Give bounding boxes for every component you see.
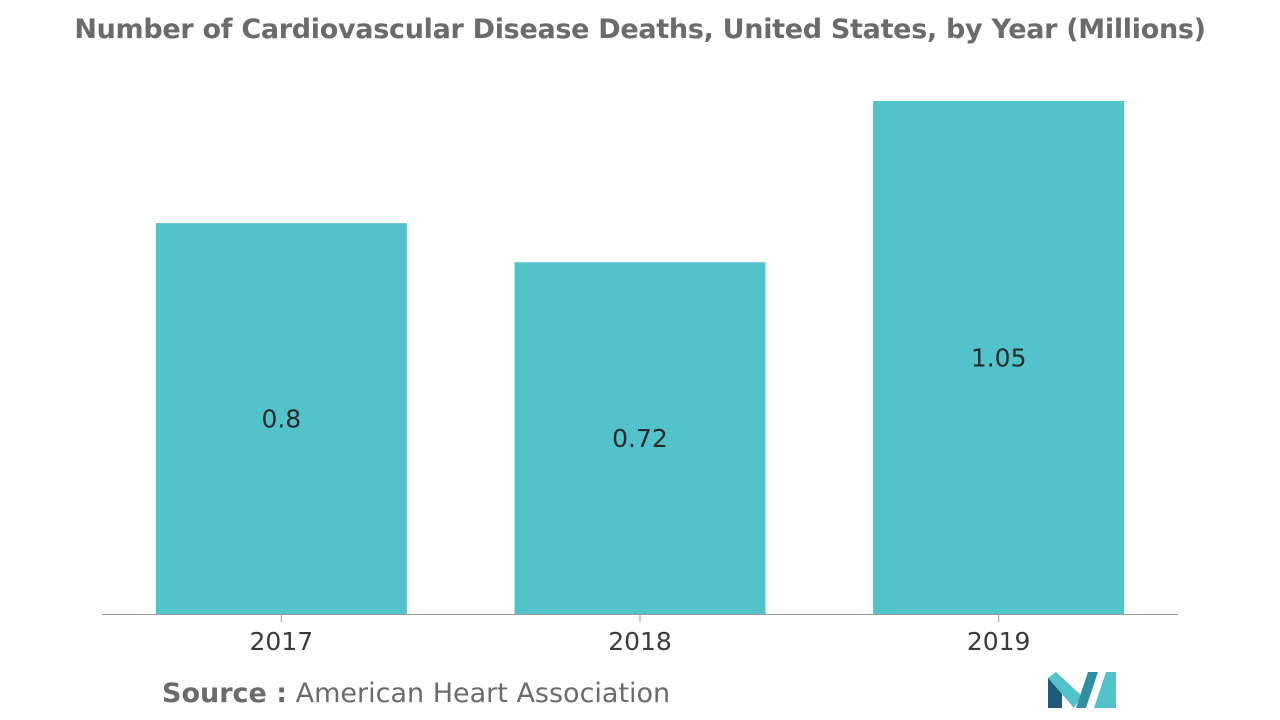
data-label-2019: 1.05 <box>971 344 1027 373</box>
bar-chart: 0.8 0.72 1.05 2017 2018 2019 <box>102 101 1178 656</box>
x-tick-label-2017: 2017 <box>250 627 314 656</box>
x-tick-label-2018: 2018 <box>608 627 672 656</box>
x-tick-label-2019: 2019 <box>967 627 1031 656</box>
bar-2017 <box>155 223 407 614</box>
data-label-2017: 0.8 <box>261 405 301 434</box>
bar-2019 <box>873 101 1125 614</box>
bars-group: 0.8 0.72 1.05 <box>155 101 1125 614</box>
bar-2018 <box>514 262 766 614</box>
mordor-intelligence-logo-icon <box>1048 672 1116 708</box>
source-value: American Heart Association <box>295 678 671 709</box>
source-label: Source : <box>162 678 288 709</box>
data-label-2018: 0.72 <box>612 424 668 453</box>
source-note: Source : American Heart Association <box>162 674 670 714</box>
chart-title: Number of Cardiovascular Disease Deaths,… <box>74 14 1206 45</box>
x-ticks-group: 2017 2018 2019 <box>250 614 1031 656</box>
